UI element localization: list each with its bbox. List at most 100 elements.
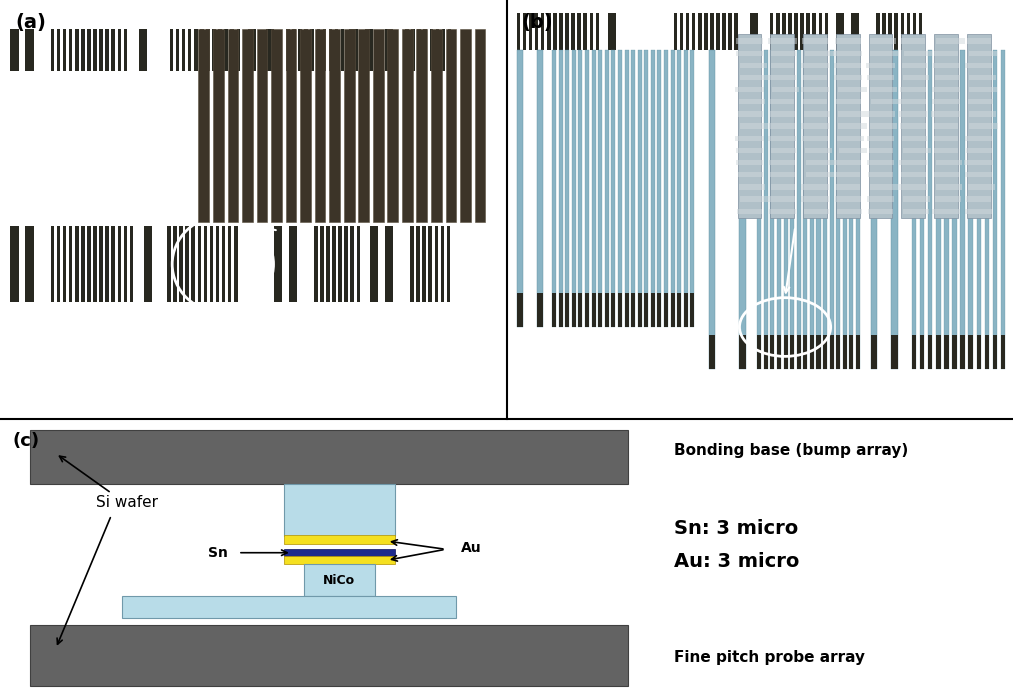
Bar [430, 29, 434, 71]
Bar [590, 12, 593, 51]
Bar [598, 294, 602, 327]
Bar [310, 29, 314, 71]
Bar [344, 227, 348, 302]
Bar [173, 227, 177, 302]
Bar [442, 29, 446, 71]
Bar [932, 87, 960, 92]
Bar [805, 148, 832, 153]
Bar [284, 550, 395, 556]
Text: (a): (a) [15, 12, 46, 32]
Bar [665, 294, 669, 327]
Bar [866, 62, 895, 68]
Bar [870, 87, 897, 92]
Bar [118, 227, 122, 302]
Bar [888, 12, 891, 51]
Bar [771, 51, 775, 369]
Bar [770, 112, 795, 116]
Bar [871, 335, 877, 369]
Bar [741, 196, 769, 202]
Bar [644, 51, 648, 327]
Bar [286, 29, 297, 222]
Bar [677, 294, 681, 327]
Bar [901, 87, 926, 92]
Bar [968, 184, 995, 189]
Bar [57, 29, 61, 71]
Bar [934, 148, 958, 153]
Bar [803, 335, 807, 369]
Bar [583, 12, 588, 51]
Bar [769, 123, 795, 129]
Bar [871, 99, 901, 105]
Bar [977, 51, 981, 369]
Bar [329, 29, 340, 222]
Bar [698, 12, 701, 51]
Bar [769, 196, 795, 202]
Bar [920, 51, 924, 369]
Bar [790, 51, 794, 369]
Bar [734, 12, 737, 51]
Bar [122, 596, 456, 617]
Bar [1001, 51, 1005, 369]
Bar [902, 38, 925, 44]
Bar [93, 227, 97, 302]
Bar [850, 51, 854, 369]
Bar [856, 335, 860, 369]
Bar [118, 29, 122, 71]
Text: Sn: 3 micro: Sn: 3 micro [674, 519, 798, 538]
Bar [735, 148, 764, 153]
Bar [385, 227, 393, 302]
Bar [686, 12, 690, 51]
Bar [934, 172, 959, 177]
Bar [806, 12, 810, 51]
Bar [51, 227, 55, 302]
Bar [836, 12, 844, 51]
Bar [837, 51, 841, 369]
Bar [559, 294, 563, 327]
Bar [935, 196, 961, 202]
Bar [771, 33, 794, 218]
Bar [866, 112, 894, 116]
Bar [968, 75, 996, 80]
Bar [289, 227, 297, 302]
Bar [25, 227, 34, 302]
Bar [769, 160, 795, 165]
Bar [553, 12, 557, 51]
Bar [605, 51, 609, 327]
Bar [770, 99, 794, 105]
Bar [185, 227, 188, 302]
Bar [99, 29, 103, 71]
Bar [338, 227, 342, 302]
Bar [735, 87, 764, 92]
Bar [735, 160, 764, 165]
Bar [800, 12, 804, 51]
Bar [901, 123, 926, 129]
Bar [739, 184, 765, 189]
Bar [657, 51, 661, 327]
Bar [784, 51, 788, 369]
Bar [552, 51, 556, 327]
Bar [834, 160, 861, 165]
Bar [111, 29, 115, 71]
Bar [709, 335, 715, 369]
Bar [199, 29, 210, 222]
Bar [431, 29, 442, 222]
Bar [902, 33, 925, 218]
Bar [286, 29, 290, 71]
Bar [739, 335, 746, 369]
Bar [977, 335, 981, 369]
Bar [838, 136, 864, 141]
Bar [912, 335, 916, 369]
Bar [547, 12, 551, 51]
Bar [624, 294, 628, 327]
Bar [105, 227, 109, 302]
Bar [237, 29, 240, 71]
Bar [810, 335, 814, 369]
Bar [274, 227, 282, 302]
Bar [631, 51, 635, 327]
Bar [993, 335, 997, 369]
Bar [219, 29, 222, 71]
Bar [960, 335, 964, 369]
Bar [517, 12, 521, 51]
Bar [631, 294, 635, 327]
Bar [284, 556, 395, 564]
